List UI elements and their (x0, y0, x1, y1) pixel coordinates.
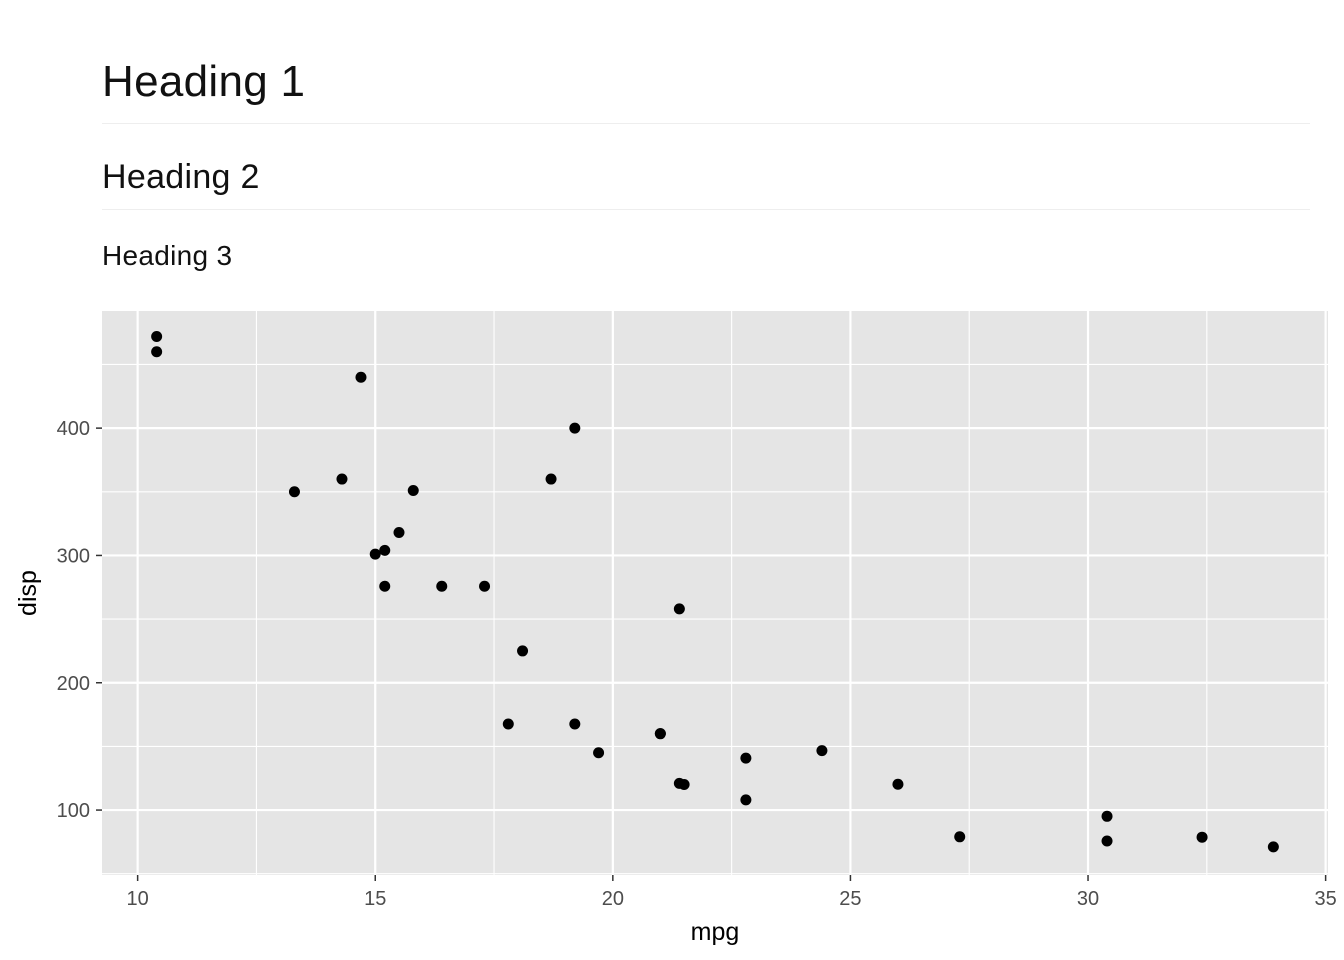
data-point (502, 718, 514, 730)
x-tick-label: 15 (364, 888, 386, 910)
x-tick-label: 10 (127, 888, 149, 910)
data-points (151, 330, 1279, 853)
data-point (740, 752, 752, 764)
y-axis: 100 200 300 400 (57, 418, 102, 822)
data-point (673, 603, 685, 615)
x-tick-label: 30 (1077, 888, 1099, 910)
y-tick-label: 200 (57, 673, 90, 695)
data-point (892, 778, 904, 790)
data-point (436, 580, 448, 592)
heading-3: Heading 3 (102, 240, 233, 271)
data-point (369, 548, 381, 560)
heading-1-divider (102, 123, 1310, 124)
data-point (336, 473, 348, 485)
data-point (1101, 835, 1113, 847)
data-point (593, 747, 605, 759)
data-point (151, 346, 163, 358)
heading-2-divider (102, 209, 1310, 210)
data-point (1101, 810, 1113, 822)
data-point (569, 422, 581, 434)
data-point (379, 580, 391, 592)
major-gridlines (102, 311, 1328, 875)
y-tick-label: 100 (57, 800, 90, 822)
plot-panel (102, 311, 1328, 875)
data-point (954, 831, 966, 843)
y-tick-label: 400 (57, 418, 90, 440)
x-tick-label: 25 (839, 888, 861, 910)
x-tick-label: 20 (602, 888, 624, 910)
x-axis-title: mpg (691, 918, 740, 946)
heading-1: Heading 1 (102, 57, 306, 106)
data-point (288, 486, 300, 498)
y-tick-label: 300 (57, 545, 90, 567)
data-point (816, 745, 828, 757)
data-point (393, 527, 405, 539)
data-point (1196, 831, 1208, 843)
x-axis: 10 15 20 25 30 35 (127, 875, 1337, 910)
data-point (1267, 841, 1279, 853)
data-point (654, 728, 666, 740)
data-point (569, 718, 581, 730)
data-point (355, 371, 367, 383)
data-point (479, 580, 491, 592)
data-point (517, 645, 529, 657)
y-axis-title: disp (14, 570, 42, 616)
minor-gridlines (102, 311, 1328, 875)
data-point (740, 794, 752, 806)
data-point (151, 330, 163, 342)
data-point (673, 777, 685, 789)
x-tick-label: 35 (1314, 888, 1336, 910)
heading-2: Heading 2 (102, 158, 260, 196)
data-point (379, 544, 391, 556)
data-point (545, 473, 557, 485)
data-point (407, 485, 419, 497)
